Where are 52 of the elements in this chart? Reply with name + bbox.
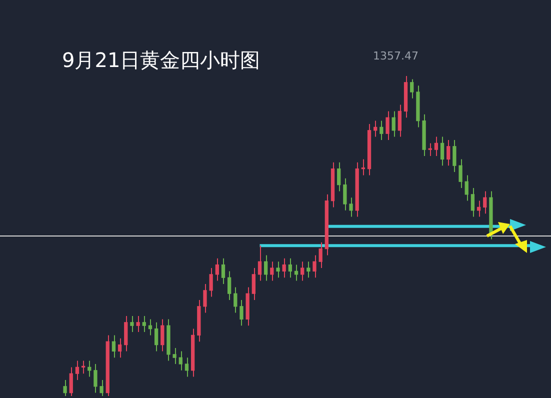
candlestick	[392, 110, 396, 138]
candlestick	[349, 197, 353, 218]
candlestick	[306, 261, 310, 278]
candlestick	[318, 242, 322, 268]
candlestick	[434, 136, 438, 156]
candlestick	[300, 261, 304, 282]
candlestick	[227, 270, 232, 300]
candlestick	[124, 316, 128, 352]
candlestick	[470, 188, 475, 218]
candlestick	[483, 190, 487, 214]
candlestick	[136, 316, 140, 332]
candlestick	[264, 254, 268, 282]
candlestick	[312, 254, 316, 278]
candlestick	[282, 258, 286, 278]
candlestick	[337, 162, 341, 192]
candlestick	[234, 286, 238, 314]
candlestick	[118, 338, 122, 358]
candlestick	[154, 322, 158, 352]
candlestick	[160, 318, 164, 352]
candlestick	[398, 104, 402, 138]
candlestick	[452, 140, 456, 172]
candlestick	[94, 364, 98, 394]
candlestick	[209, 268, 213, 298]
candlestick	[172, 348, 176, 364]
candlestick	[100, 380, 104, 396]
candlestick	[63, 380, 67, 396]
candlestick	[464, 174, 468, 202]
candlestick	[215, 258, 219, 282]
candlestick	[410, 78, 414, 99]
candlestick	[270, 261, 274, 282]
candlestick	[252, 268, 256, 300]
candlestick	[112, 334, 116, 358]
candlestick	[184, 357, 189, 378]
candlestick	[440, 136, 444, 166]
text: 1357.47	[373, 49, 419, 62]
candlestick	[221, 258, 226, 284]
candlestick	[343, 178, 347, 211]
candlestick	[458, 158, 462, 188]
candlestick	[386, 110, 390, 140]
candlestick	[142, 316, 146, 332]
candlestick	[69, 366, 73, 396]
candlestick	[446, 140, 450, 166]
chart-title: 9月21日黄金四小时图	[62, 47, 260, 74]
candlestick	[288, 258, 292, 278]
candlestick	[380, 120, 384, 140]
candlestick	[178, 350, 182, 371]
candlestick	[258, 245, 262, 282]
candlestick	[240, 300, 244, 326]
candlestick	[203, 284, 207, 314]
candlestick	[276, 261, 280, 278]
candlestick	[130, 316, 134, 332]
candlestick	[75, 360, 80, 380]
